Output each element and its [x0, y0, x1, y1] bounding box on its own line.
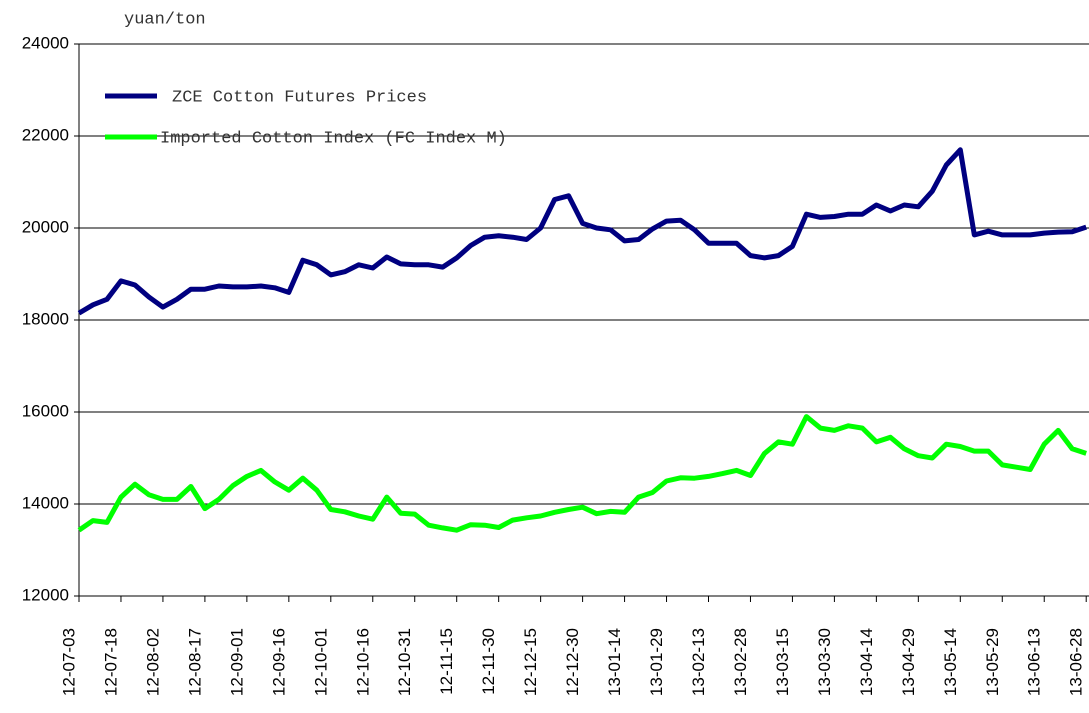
x-tick-label: 13-05-14	[941, 628, 960, 696]
x-tick-label: 12-08-02	[143, 628, 162, 696]
x-tick-label: 12-12-15	[521, 628, 540, 696]
y-tick-label: 16000	[22, 401, 69, 420]
legend-label: Imported Cotton Index (FC Index M)	[160, 129, 507, 148]
y-tick-label: 18000	[22, 309, 69, 328]
x-tick-label: 12-11-30	[479, 628, 498, 695]
y-axis-label: yuan/ton	[124, 10, 206, 29]
x-tick-label: 12-07-03	[59, 628, 78, 696]
x-tick-label: 13-06-28	[1067, 628, 1086, 696]
x-tick-label: 13-06-13	[1025, 628, 1044, 696]
x-tick-label: 12-10-16	[353, 628, 372, 696]
x-tick-label: 12-09-01	[227, 628, 246, 696]
y-tick-label: 14000	[22, 493, 69, 512]
x-tick-label: 13-02-13	[689, 628, 708, 696]
x-tick-label: 13-01-14	[605, 628, 624, 696]
x-tick-label: 13-01-29	[647, 628, 666, 696]
x-tick-label: 13-04-14	[857, 628, 876, 696]
x-tick-label: 12-09-16	[269, 628, 288, 696]
series-line	[77, 147, 1087, 316]
x-tick-label: 12-12-30	[563, 628, 582, 696]
legend-label: ZCE Cotton Futures Prices	[172, 88, 427, 107]
x-tick-label: 13-05-29	[983, 628, 1002, 696]
x-tick-label: 13-03-15	[773, 628, 792, 696]
y-tick-label: 24000	[22, 33, 69, 52]
x-tick-label: 12-07-18	[101, 628, 120, 696]
x-tick-label: 12-11-15	[437, 628, 456, 695]
x-tick-label: 13-02-28	[731, 628, 750, 696]
series-line	[77, 414, 1087, 533]
x-tick-label: 13-04-29	[899, 628, 918, 696]
y-tick-label: 12000	[22, 585, 69, 604]
y-tick-label: 20000	[22, 217, 69, 236]
x-tick-label: 12-10-01	[311, 628, 330, 696]
x-tick-label: 13-03-30	[815, 628, 834, 696]
x-tick-label: 12-10-31	[395, 628, 414, 696]
x-tick-label: 12-08-17	[185, 628, 204, 696]
y-tick-label: 22000	[22, 125, 69, 144]
